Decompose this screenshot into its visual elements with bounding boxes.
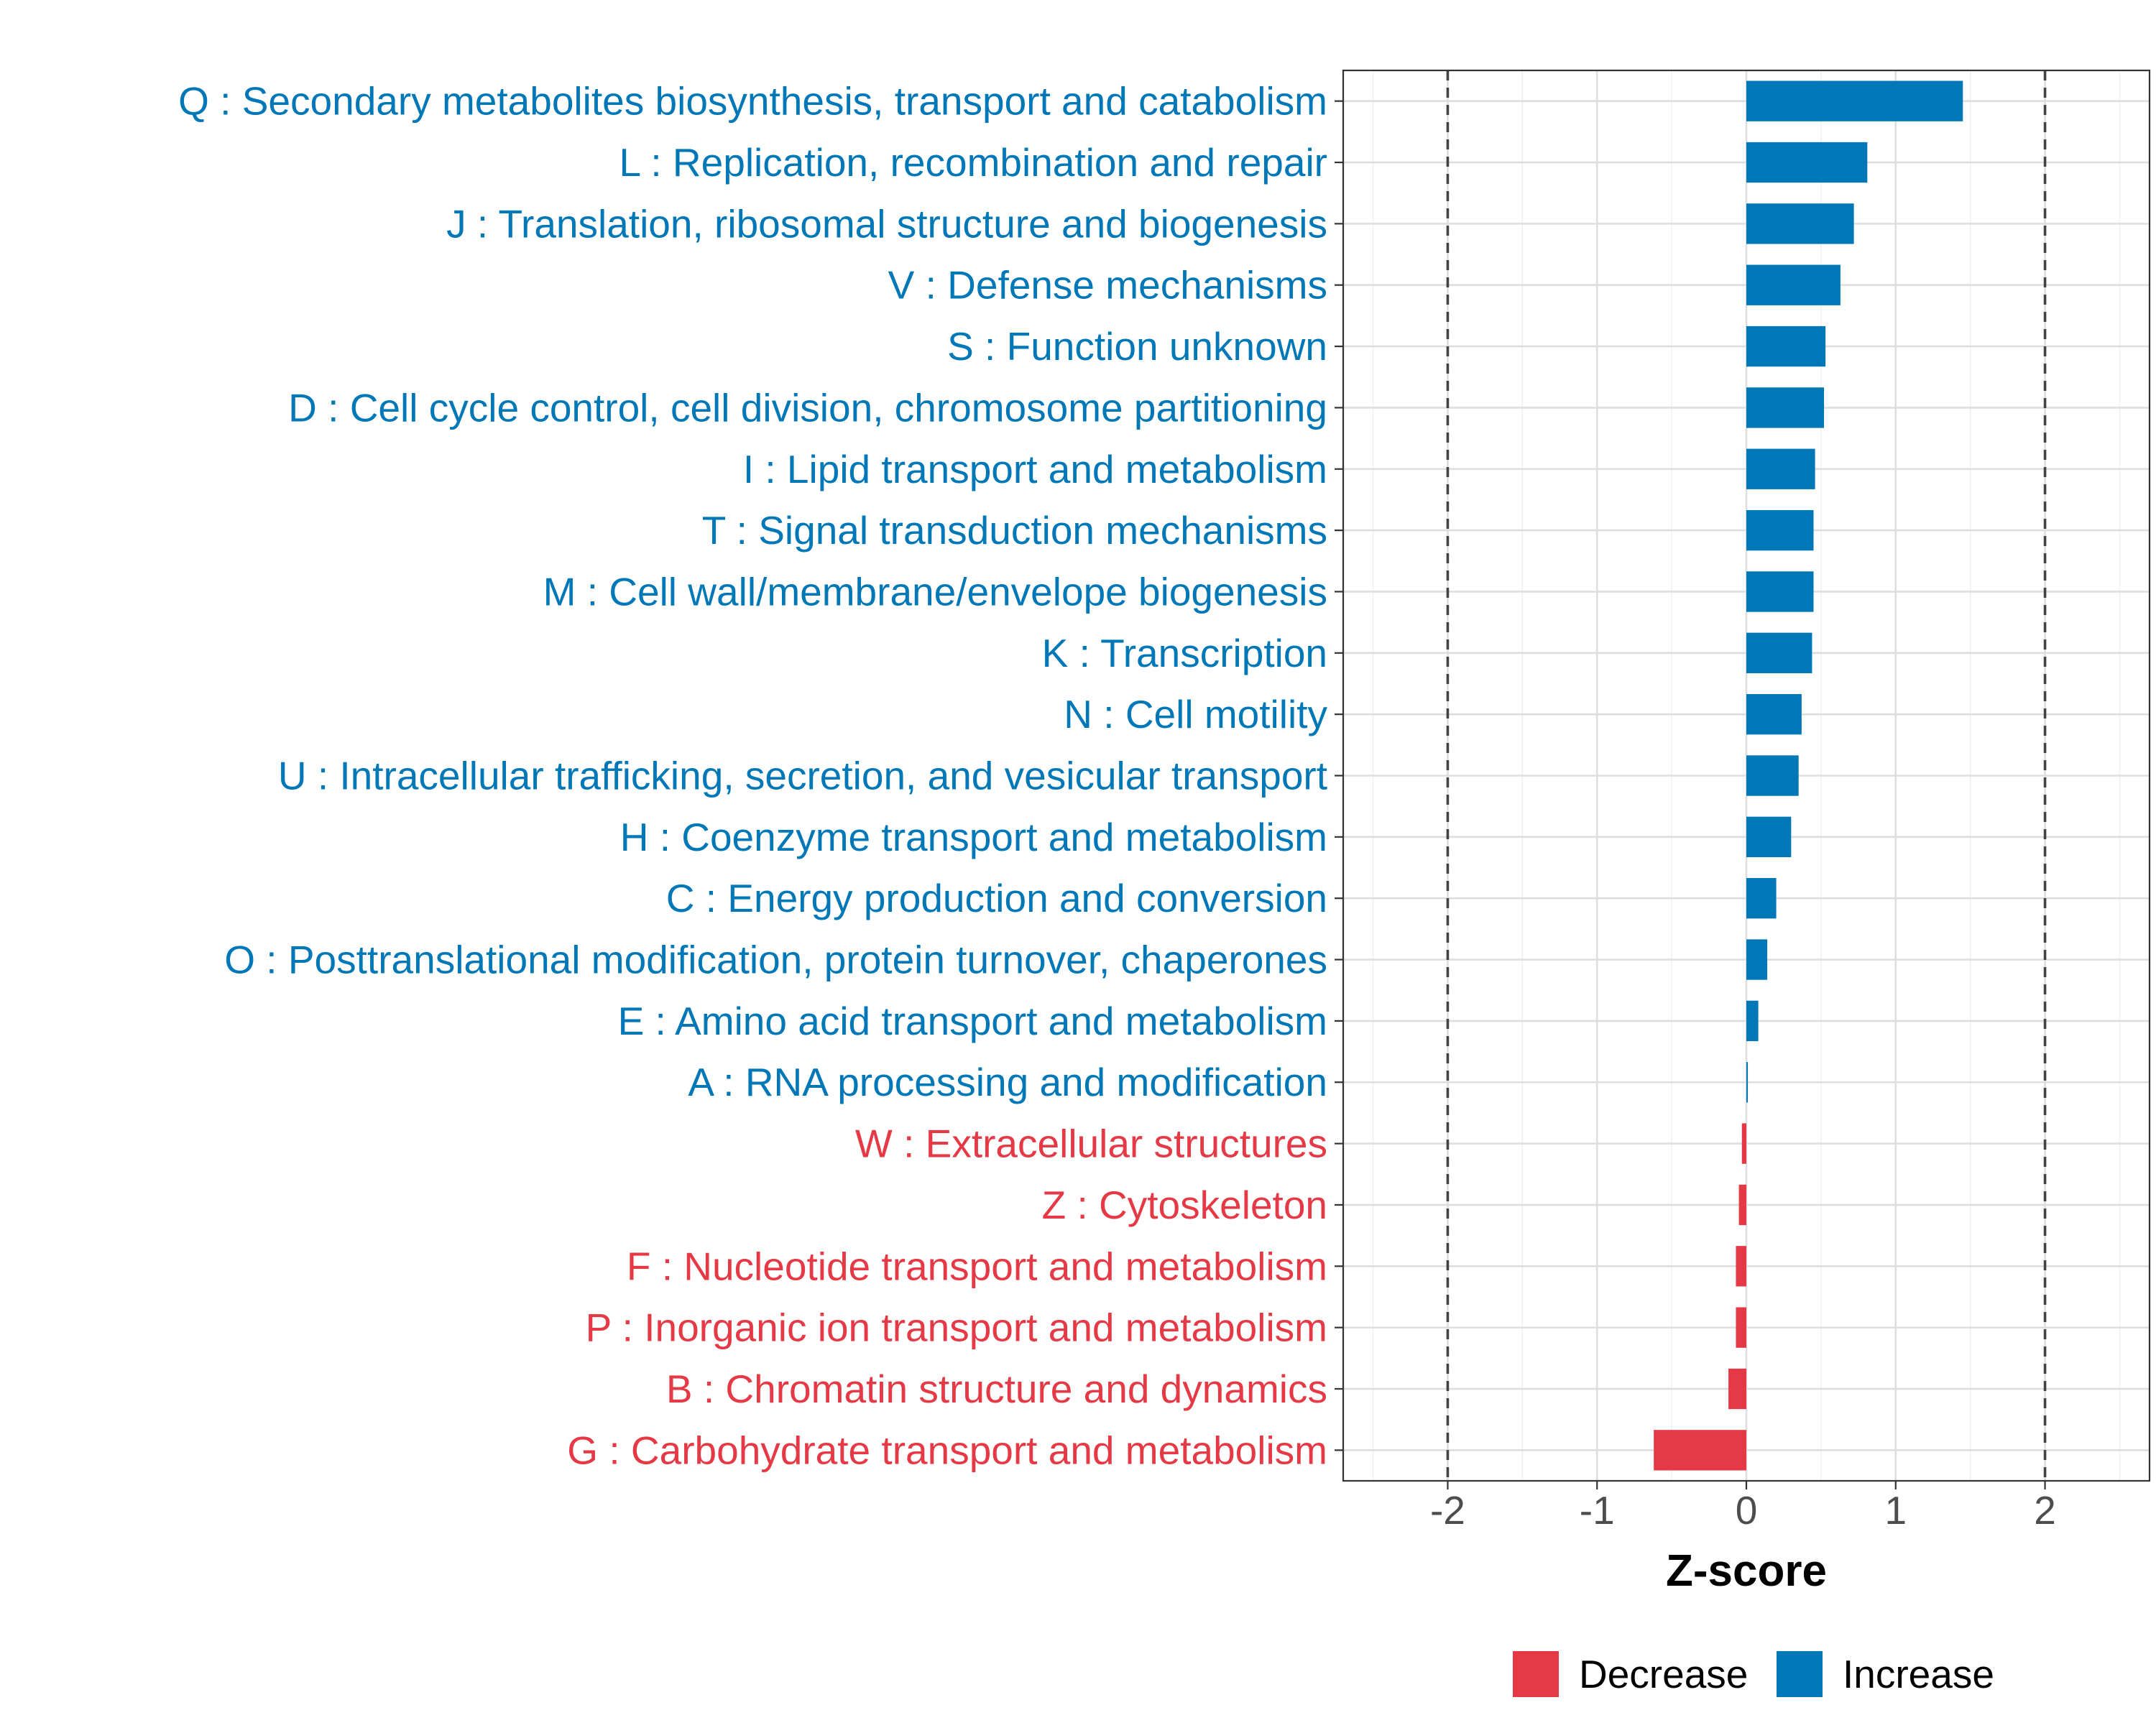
bar: [1746, 387, 1825, 428]
bar: [1741, 1123, 1746, 1164]
legend-label-increase: Increase: [1843, 1652, 1994, 1696]
y-tick-label: U : Intracellular trafficking, secretion…: [278, 754, 1327, 798]
y-tick-label: P : Inorganic ion transport and metaboli…: [586, 1306, 1327, 1350]
grid-layer: [1343, 70, 2150, 1481]
bars: [1654, 80, 1963, 1471]
y-tick-label: E : Amino acid transport and metabolism: [618, 999, 1327, 1043]
bar: [1736, 1246, 1746, 1287]
bar: [1746, 878, 1777, 919]
y-tick-label: M : Cell wall/membrane/envelope biogenes…: [543, 569, 1327, 614]
y-tick-label: Q : Secondary metabolites biosynthesis, …: [178, 79, 1327, 124]
bar: [1746, 632, 1812, 673]
bar: [1746, 142, 1868, 183]
bar: [1746, 939, 1768, 980]
bar: [1746, 509, 1814, 551]
bar: [1746, 571, 1814, 612]
x-tick-label: 2: [2034, 1488, 2056, 1533]
y-tick-label: B : Chromatin structure and dynamics: [666, 1367, 1327, 1411]
x-tick-label: 0: [1736, 1488, 1758, 1533]
bar: [1746, 325, 1826, 367]
bar: [1654, 1430, 1746, 1471]
x-tick-label: 1: [1884, 1488, 1907, 1533]
y-tick-label: L : Replication, recombination and repai…: [619, 140, 1327, 185]
y-tick-label: A : RNA processing and modification: [688, 1060, 1327, 1104]
bar: [1746, 755, 1799, 796]
bar: [1738, 1184, 1746, 1226]
y-tick-label: I : Lipid transport and metabolism: [743, 447, 1327, 491]
y-tick-label: F : Nucleotide transport and metabolism: [627, 1244, 1327, 1288]
bar: [1736, 1307, 1746, 1348]
y-tick-label: W : Extracellular structures: [855, 1122, 1327, 1166]
reference-lines: [1446, 70, 2047, 1481]
bar: [1746, 1000, 1759, 1042]
x-tick-label: -1: [1580, 1488, 1615, 1533]
y-tick-label: G : Carbohydrate transport and metabolis…: [567, 1428, 1327, 1472]
bar: [1746, 448, 1815, 489]
y-tick-label: K : Transcription: [1042, 631, 1327, 675]
y-tick-label: C : Energy production and conversion: [666, 876, 1327, 920]
y-tick-label: N : Cell motility: [1064, 692, 1327, 736]
x-axis: -2 -1 0 1 2: [1430, 1481, 2056, 1533]
y-tick-label: J : Translation, ribosomal structure and…: [446, 201, 1327, 246]
legend-label-decrease: Decrease: [1579, 1652, 1748, 1696]
y-tick-label: O : Posttranslational modification, prot…: [224, 938, 1327, 982]
y-tick-label: Z : Cytoskeleton: [1042, 1183, 1327, 1227]
y-tick-label: H : Coenzyme transport and metabolism: [620, 815, 1327, 859]
y-tick-label: V : Defense mechanisms: [888, 263, 1327, 308]
bar: [1746, 1062, 1749, 1103]
bar: [1746, 693, 1802, 735]
y-tick-label: S : Function unknown: [947, 324, 1327, 369]
bar: [1746, 816, 1792, 858]
bar: [1746, 203, 1854, 244]
bar: [1746, 264, 1841, 305]
legend-key-decrease: [1513, 1651, 1559, 1697]
legend: Decrease Increase: [1513, 1651, 1994, 1697]
y-tick-label: D : Cell cycle control, cell division, c…: [288, 385, 1327, 430]
x-axis-title: Z-score: [1666, 1546, 1827, 1596]
bar: [1746, 80, 1963, 121]
y-axis: Q : Secondary metabolites biosynthesis, …: [178, 79, 1343, 1472]
bar: [1728, 1368, 1746, 1410]
y-tick-label: T : Signal transduction mechanisms: [702, 508, 1327, 553]
legend-key-increase: [1777, 1651, 1823, 1697]
x-tick-label: -2: [1430, 1488, 1465, 1533]
